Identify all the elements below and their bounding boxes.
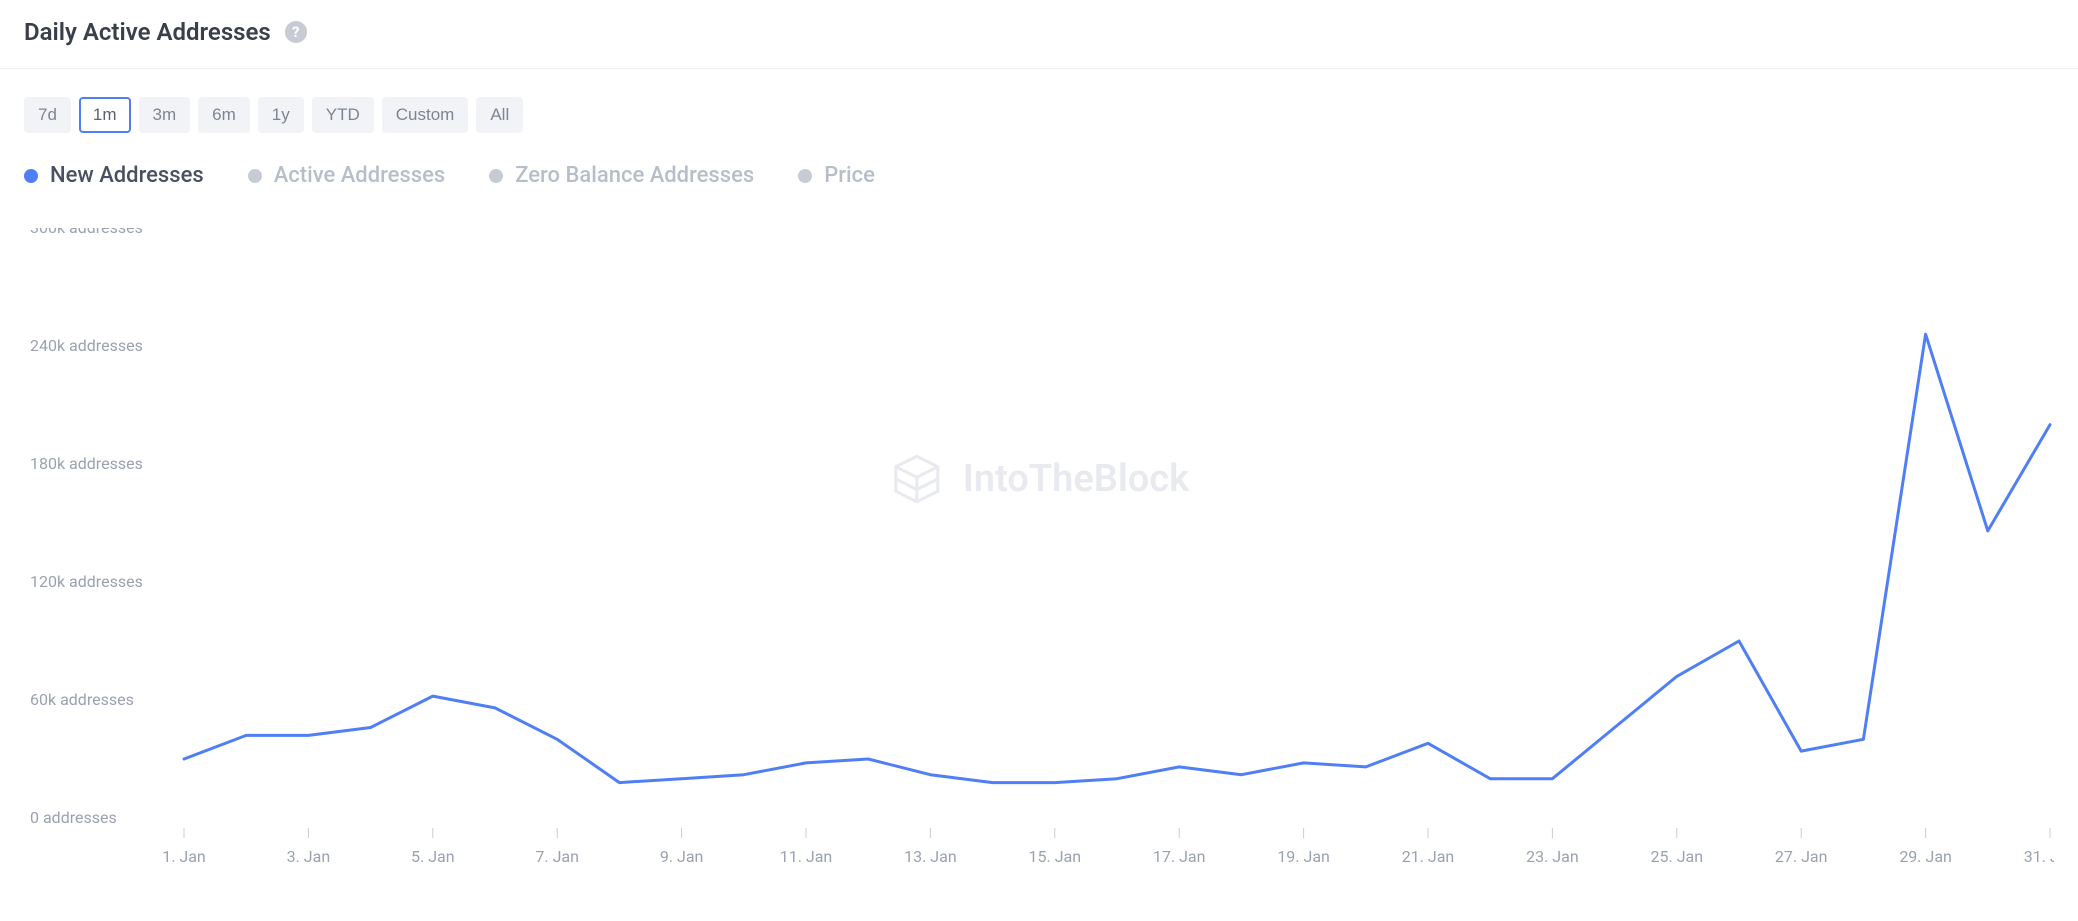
legend-label: Price [824,163,875,188]
series-line-new-addresses [184,334,2050,782]
legend-item-active-addresses[interactable]: Active Addresses [248,163,446,188]
x-axis-tick-label: 31. Jan [2024,847,2054,866]
y-axis-tick-label: 180k addresses [30,454,143,473]
range-btn-1m[interactable]: 1m [79,97,131,133]
help-icon[interactable]: ? [285,21,307,43]
range-btn-3m[interactable]: 3m [139,97,191,133]
legend-dot-icon [489,169,503,183]
range-btn-custom[interactable]: Custom [382,97,469,133]
x-axis-tick-label: 7. Jan [535,847,579,866]
x-axis-tick-label: 21. Jan [1402,847,1455,866]
legend-dot-icon [798,169,812,183]
line-chart[interactable]: 300k addresses 240k addresses 180k address… [24,228,2054,888]
legend-item-zero-balance-addresses[interactable]: Zero Balance Addresses [489,163,754,188]
legend-item-new-addresses[interactable]: New Addresses [24,163,204,188]
range-btn-1y[interactable]: 1y [258,97,304,133]
x-axis-tick-label: 13. Jan [904,847,957,866]
legend-label: Active Addresses [274,163,446,188]
y-axis-tick-label: 240k addresses [30,336,143,355]
range-btn-ytd[interactable]: YTD [312,97,374,133]
x-axis-tick-label: 23. Jan [1526,847,1579,866]
chart-title: Daily Active Addresses [24,18,271,46]
y-axis-tick-label: 120k addresses [30,572,143,591]
legend-item-price[interactable]: Price [798,163,875,188]
x-axis-tick-label: 9. Jan [660,847,704,866]
x-axis-tick-label: 17. Jan [1153,847,1206,866]
y-axis-tick-label: 0 addresses [30,808,117,827]
chart-area: IntoTheBlock 300k addresses240k addresse… [24,228,2054,888]
x-axis-tick-label: 11. Jan [780,847,833,866]
chart-header: Daily Active Addresses ? [0,0,2078,69]
y-axis-tick-label: 60k addresses [30,690,134,709]
legend-label: New Addresses [50,163,204,188]
chart-legend: New Addresses Active Addresses Zero Balanc… [0,133,2078,188]
x-axis-tick-label: 15. Jan [1029,847,1082,866]
x-axis-tick-label: 29. Jan [1899,847,1952,866]
range-btn-all[interactable]: All [476,97,523,133]
x-axis-tick-label: 27. Jan [1775,847,1828,866]
x-axis-tick-label: 25. Jan [1651,847,1704,866]
x-axis-tick-label: 3. Jan [287,847,331,866]
legend-dot-icon [24,169,38,183]
x-axis-tick-label: 19. Jan [1277,847,1330,866]
y-axis-tick-label: 300k addresses [30,228,143,237]
range-btn-7d[interactable]: 7d [24,97,71,133]
x-axis-tick-label: 1. Jan [162,847,206,866]
legend-dot-icon [248,169,262,183]
legend-label: Zero Balance Addresses [515,163,754,188]
x-axis-tick-label: 5. Jan [411,847,455,866]
time-range-selector: 7d1m3m6m1yYTDCustomAll [0,69,2078,133]
range-btn-6m[interactable]: 6m [198,97,250,133]
